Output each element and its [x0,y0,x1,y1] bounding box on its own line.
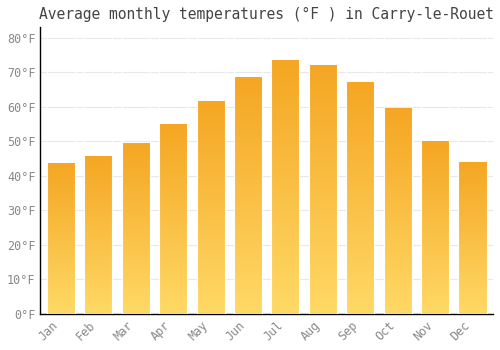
Title: Average monthly temperatures (°F ) in Carry-le-Rouet: Average monthly temperatures (°F ) in Ca… [39,7,494,22]
